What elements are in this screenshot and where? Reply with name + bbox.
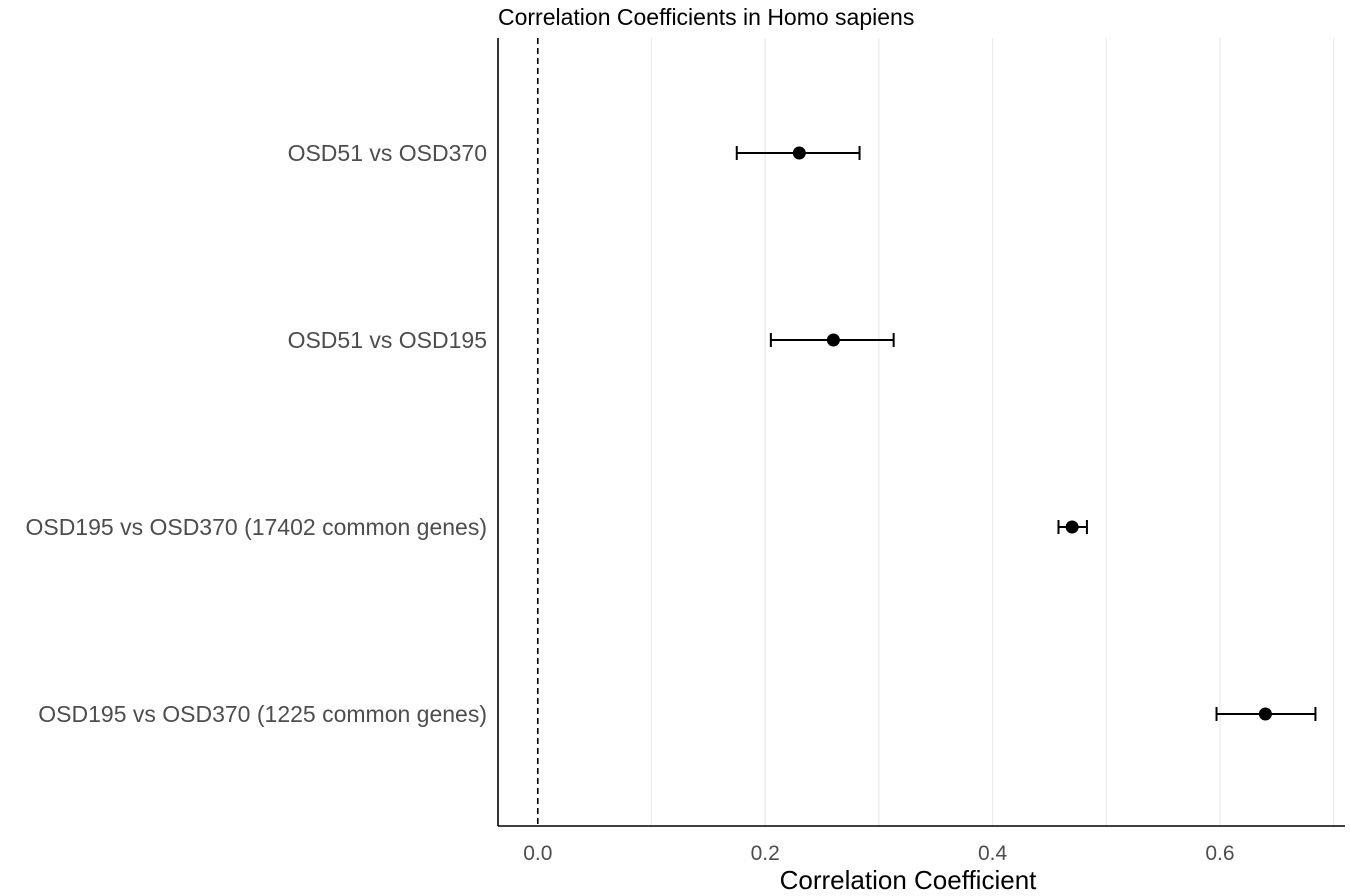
category-label: OSD195 vs OSD370 (17402 common genes) <box>25 514 487 540</box>
category-label: OSD51 vs OSD370 <box>288 140 487 166</box>
data-point <box>1258 707 1272 721</box>
error-bars <box>735 146 1317 721</box>
chart-title: Correlation Coefficients in Homo sapiens <box>498 4 914 30</box>
x-axis-title: Correlation Coefficient <box>780 865 1038 895</box>
x-tick-label: 0.2 <box>751 842 780 865</box>
points <box>792 146 1272 721</box>
x-tick-label: 0.4 <box>978 842 1008 865</box>
data-point <box>826 333 840 347</box>
category-labels: OSD51 vs OSD370 OSD51 vs OSD195 OSD195 vs … <box>25 140 487 727</box>
category-label: OSD195 vs OSD370 (1225 common genes) <box>38 701 487 727</box>
data-point <box>792 146 806 160</box>
x-tick-labels: 0.0 0.2 0.4 0.6 <box>523 842 1234 865</box>
axes <box>497 38 1345 827</box>
x-tick-label: 0.6 <box>1205 842 1234 865</box>
category-label: OSD51 vs OSD195 <box>288 327 487 353</box>
gridlines <box>650 38 1335 826</box>
x-tick-label: 0.0 <box>523 842 552 865</box>
data-point <box>1065 520 1079 534</box>
